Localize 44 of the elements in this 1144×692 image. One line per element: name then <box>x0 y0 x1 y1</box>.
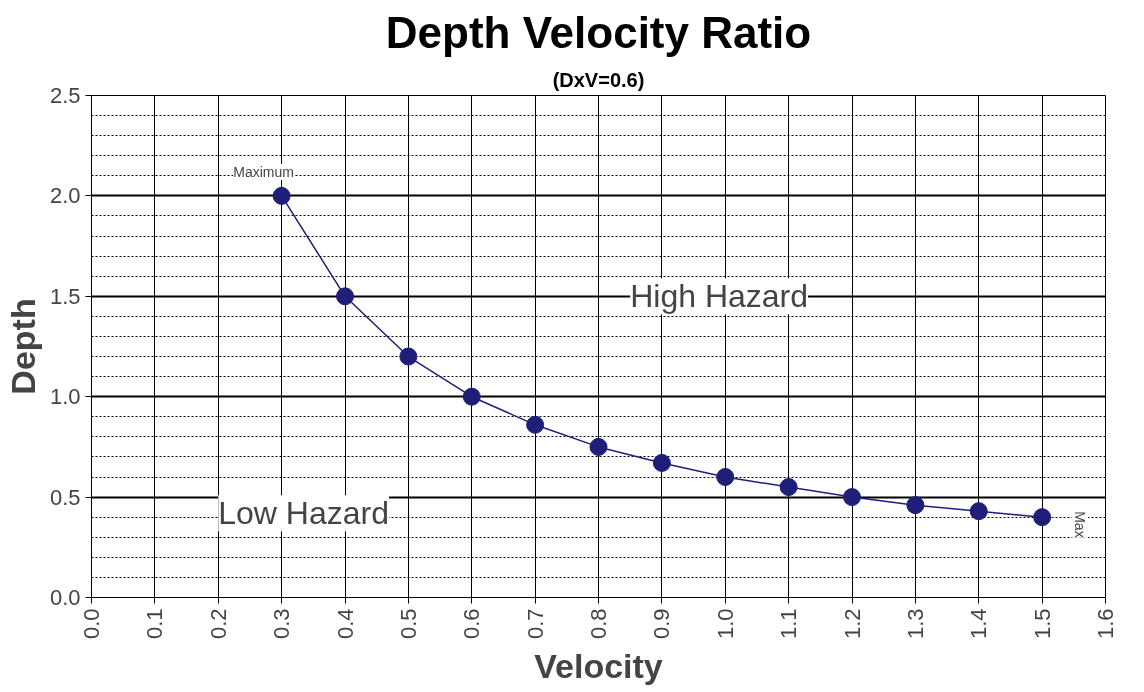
y-tick-label: 2.5 <box>49 83 81 108</box>
point <box>399 347 418 366</box>
y-tick-label: 0.0 <box>49 585 81 610</box>
x-tick-label: 0.9 <box>649 608 675 640</box>
point <box>969 502 988 521</box>
x-tick-label: 1.0 <box>712 608 738 640</box>
point <box>779 478 798 497</box>
point <box>716 468 735 486</box>
point <box>843 488 861 507</box>
point <box>526 415 545 434</box>
y-tick-label: 0.5 <box>49 484 81 510</box>
annotation: Maximum <box>233 163 294 180</box>
x-tick-label: 0.7 <box>522 608 548 640</box>
x-tick-label: 0.8 <box>586 608 611 640</box>
x-tick-label: 0.2 <box>205 608 231 640</box>
point <box>462 387 481 406</box>
point <box>336 287 354 306</box>
x-tick-label: 0.5 <box>395 608 421 640</box>
x-axis-title: Velocity <box>534 647 663 686</box>
x-tick-label: 0.4 <box>332 608 358 640</box>
x-tick-label: 0.1 <box>142 608 168 640</box>
y-tick-label: 1.5 <box>49 283 81 309</box>
x-tick-label: 0.6 <box>459 608 485 640</box>
y-tick-label: 2.0 <box>49 183 81 209</box>
y-tick-label: 1.0 <box>49 384 81 410</box>
annotation: High Hazard <box>630 278 809 315</box>
point <box>1033 508 1052 527</box>
point <box>906 496 925 515</box>
point <box>272 186 291 205</box>
annotation: Low Hazard <box>218 495 389 532</box>
x-tick-label: 1.3 <box>902 608 928 640</box>
annotation: Max <box>1072 511 1089 538</box>
x-tick-label: 1.1 <box>776 608 802 640</box>
x-tick-label: 0.3 <box>269 608 295 640</box>
point <box>652 453 671 472</box>
point <box>589 437 608 456</box>
x-tick-label: 1.6 <box>1093 608 1118 640</box>
x-tick-label: 1.5 <box>1029 608 1055 640</box>
y-axis-title: Depth <box>3 298 42 395</box>
x-tick-label: 0.0 <box>79 608 104 640</box>
chart-title: Depth Velocity Ratio <box>385 7 812 57</box>
x-tick-label: 1.2 <box>839 608 865 640</box>
chart-subtitle: (DxV=0.6) <box>552 68 645 91</box>
x-tick-label: 1.4 <box>966 608 992 640</box>
